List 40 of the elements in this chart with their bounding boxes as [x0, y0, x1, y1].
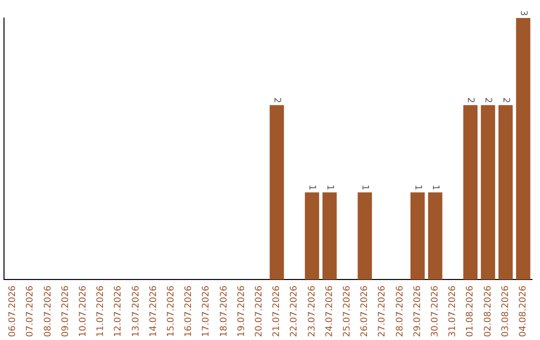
x-tick-label: 28.07.2026	[395, 285, 406, 337]
x-tick-label: 18.07.2026	[219, 285, 230, 337]
data-label: 2	[482, 97, 493, 104]
x-tick-label: 16.07.2026	[184, 285, 194, 337]
x-tick-label: 12.07.2026	[114, 285, 124, 337]
x-tick-label: 02.08.2026	[483, 285, 494, 337]
data-label: 1	[430, 184, 440, 190]
x-tick-label: 24.07.2026	[324, 285, 335, 337]
x-tick-label: 06.07.2026	[8, 285, 18, 337]
x-tick-label: 30.07.2026	[430, 285, 441, 337]
x-tick-label: 21.07.2026	[272, 285, 282, 337]
x-tick-label: 23.07.2026	[307, 285, 318, 337]
x-tick-label: 15.07.2026	[166, 285, 177, 337]
data-label: 1	[306, 184, 317, 190]
data-label: 3	[518, 10, 528, 16]
x-tick-label: 17.07.2026	[202, 285, 212, 337]
data-label: 2	[271, 97, 282, 104]
x-tick-label: 10.07.2026	[78, 285, 89, 337]
x-tick-label: 31.07.2026	[448, 285, 458, 337]
x-tick-label: 27.07.2026	[378, 285, 388, 337]
x-tick-label: 25.07.2026	[342, 285, 353, 337]
x-tick-label: 26.07.2026	[360, 285, 370, 337]
x-tick-label: 08.07.2026	[43, 285, 54, 337]
x-tick-label: 13.07.2026	[131, 285, 142, 337]
data-label: 1	[412, 184, 422, 190]
data-label: 1	[324, 184, 334, 190]
x-tick-label: 22.07.2026	[290, 285, 300, 337]
x-tick-label: 20.07.2026	[254, 285, 265, 337]
x-tick-label: 01.08.2026	[466, 285, 476, 337]
x-tick-label: 03.08.2026	[500, 285, 511, 337]
x-tick-label: 19.07.2026	[236, 285, 247, 337]
x-tick-label: 29.07.2026	[412, 285, 423, 337]
x-tick-label: 14.07.2026	[148, 285, 159, 337]
x-tick-label: 07.07.2026	[26, 285, 36, 337]
x-tick-label: 09.07.2026	[60, 285, 71, 337]
x-tick-label: 04.08.2026	[518, 285, 529, 337]
data-label: 2	[465, 97, 476, 104]
x-tick-label: 11.07.2026	[96, 285, 106, 337]
data-label: 2	[500, 97, 510, 104]
data-label: 1	[359, 184, 370, 190]
